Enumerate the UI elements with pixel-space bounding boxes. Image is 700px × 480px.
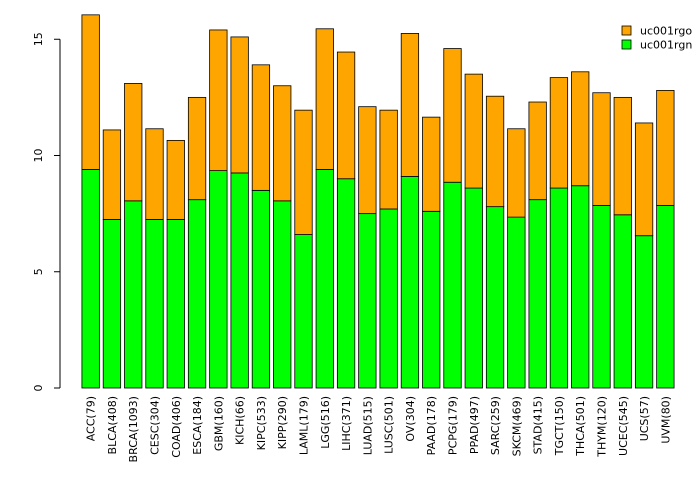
bar-uc001rgn-4 [166,219,185,389]
x-tick-label-3: CESC(304) [149,396,162,455]
bar-uc001rgo-21 [528,101,547,201]
bar-uc001rgo-3 [145,128,164,220]
x-tick-label-15: OV(304) [404,396,417,442]
x-tick-label-9: KIPP(290) [276,396,289,449]
x-tick-label-4: COAD(406) [170,396,183,458]
bar-uc001rgo-9 [273,85,292,202]
bar-uc001rgo-27 [656,90,675,206]
bar-uc001rgn-3 [145,219,164,389]
bar-uc001rgn-15 [400,176,420,389]
x-tick-label-22: TGCT(150) [553,396,566,456]
bar-uc001rgn-7 [230,172,249,389]
bar-uc001rgo-8 [251,64,271,191]
bar-uc001rgo-25 [613,96,632,216]
bar-uc001rgn-2 [124,200,143,389]
bar-uc001rgo-17 [443,48,462,183]
bar-uc001rgn-19 [485,206,505,389]
bar-uc001rgo-19 [485,95,505,208]
bar-uc001rgn-11 [315,169,334,389]
bar-uc001rgo-26 [634,122,654,237]
x-axis-labels: ACC(79) BLCA(408) BRCA(1093) CESC(304) COAD(… [85,396,673,462]
bar-uc001rgn-22 [549,187,569,389]
bar-uc001rgn-17 [443,181,462,389]
legend-swatch-uc001rgn [621,39,632,50]
bar-uc001rgn-16 [422,210,441,389]
bar-uc001rgo-7 [230,36,249,174]
bar-uc001rgo-15 [400,33,420,177]
bar-uc001rgo-10 [294,109,313,235]
bar-uc001rgn-6 [209,170,228,389]
x-tick-label-21: STAD(415) [532,396,545,454]
x-tick-label-13: LUAD(515) [361,396,374,455]
x-tick-label-7: KICH(66) [234,396,247,445]
bar-uc001rgn-9 [273,200,292,389]
x-tick-label-18: PPAD(497) [468,396,481,454]
x-tick-label-26: UCS(57) [638,396,651,441]
bar-uc001rgn-26 [634,235,654,389]
bar-uc001rgo-18 [464,73,483,189]
bar-uc001rgn-27 [656,205,675,389]
bar-uc001rgn-12 [336,178,356,389]
x-tick-label-14: LUSC(501) [383,396,396,454]
bar-uc001rgn-1 [102,219,122,389]
legend-swatch-uc001rgo [621,25,632,36]
bar-uc001rgo-5 [187,96,207,201]
bar-uc001rgo-12 [336,51,356,180]
x-tick-label-16: PAAD(178) [425,396,438,455]
bar-uc001rgn-21 [528,199,547,389]
x-tick-label-8: KIPC(533) [255,396,268,450]
x-tick-label-1: BLCA(408) [106,396,119,454]
bar-uc001rgo-2 [124,83,143,202]
bar-uc001rgn-0 [81,169,100,389]
bar-uc001rgo-16 [422,116,441,212]
x-tick-label-11: LGG(516) [319,396,332,449]
x-tick-label-6: GBM(160) [212,396,225,451]
bar-uc001rgn-24 [592,205,611,389]
bar-uc001rgn-8 [251,189,271,389]
y-tick-label-0: 0 [32,385,45,392]
bar-uc001rgo-20 [507,128,526,218]
bar-uc001rgo-11 [315,28,334,170]
bar-uc001rgn-23 [571,185,590,389]
bar-uc001rgo-6 [209,29,228,172]
bar-uc001rgn-10 [294,234,313,389]
bar-uc001rgo-24 [592,92,611,206]
bar-uc001rgo-1 [102,129,122,220]
x-tick-label-24: THYM(120) [596,396,609,458]
x-tick-label-10: LAML(179) [298,396,311,455]
bars-group [81,14,675,389]
x-tick-label-20: SKCM(469) [510,396,523,456]
bar-uc001rgo-14 [379,109,398,210]
x-tick-label-19: SARC(259) [489,396,502,455]
x-tick-label-25: UCEC(545) [617,396,630,456]
y-tick-label-3: 15 [32,32,45,46]
legend-label-uc001rgn: uc001rgn [640,39,692,52]
y-tick-label-1: 5 [32,268,45,275]
x-tick-label-23: THCA(501) [574,396,587,457]
bar-uc001rgn-5 [187,199,207,389]
x-tick-label-0: ACC(79) [85,396,98,441]
bar-uc001rgn-20 [507,216,526,389]
x-tick-label-17: PCPG(179) [447,396,460,455]
bar-uc001rgn-13 [358,213,377,389]
bar-uc001rgn-25 [613,214,632,389]
bar-uc001rgo-22 [549,77,569,189]
x-tick-label-12: LIHC(371) [340,396,353,451]
bar-uc001rgo-4 [166,139,185,220]
x-tick-label-27: UVM(80) [659,396,672,444]
bar-uc001rgo-0 [81,14,100,170]
bar-uc001rgn-14 [379,208,398,389]
y-axis: 0 5 10 15 [32,32,61,392]
x-tick-label-5: ESCA(184) [191,396,204,455]
y-tick-label-2: 10 [32,149,45,163]
bar-uc001rgn-18 [464,187,483,389]
x-tick-label-2: BRCA(1093) [127,396,140,462]
bar-uc001rgo-13 [358,106,377,215]
legend-label-uc001rgo: uc001rgo [640,25,692,38]
bar-uc001rgo-23 [571,71,590,187]
